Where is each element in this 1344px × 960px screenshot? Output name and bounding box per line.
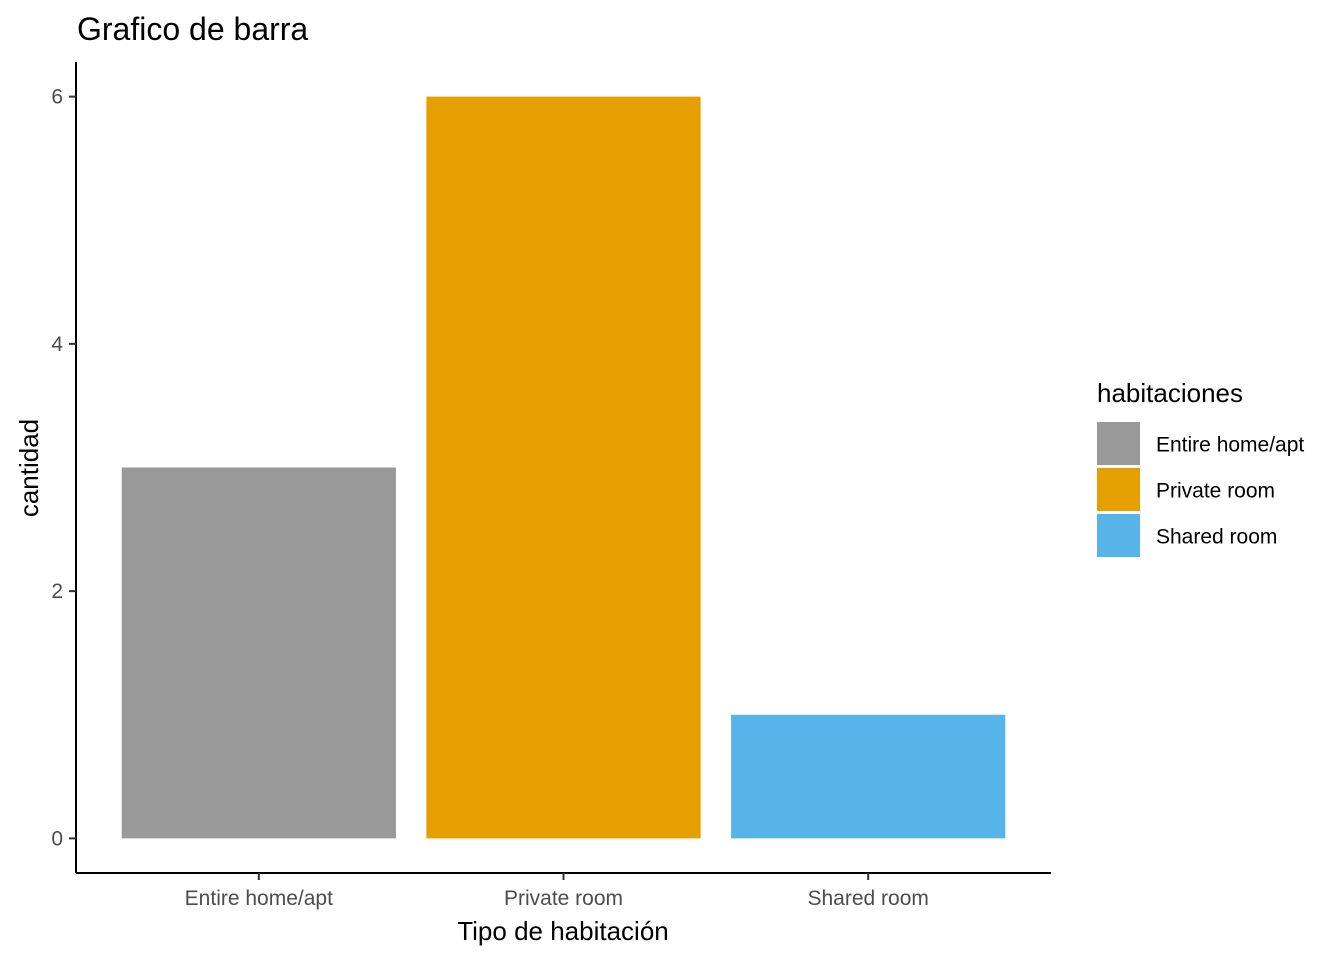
legend-swatch-shared-room (1097, 514, 1140, 557)
legend-label-shared-room: Shared room (1156, 526, 1277, 549)
legend-swatch-private-room (1097, 468, 1140, 511)
y-ticks-group: 0 2 4 6 (51, 86, 76, 850)
bar-entire-home-apt (121, 467, 396, 839)
x-ticks-group: Entire home/apt Private room Shared room (185, 873, 929, 910)
bar-private-room (426, 96, 701, 839)
bars-group (121, 96, 1006, 839)
legend-label-entire-home-apt: Entire home/apt (1156, 434, 1304, 457)
legend-swatch-entire-home-apt (1097, 422, 1140, 465)
chart-title: Grafico de barra (77, 11, 308, 47)
y-tick-label-0: 0 (51, 827, 63, 850)
legend-entries: Entire home/apt Private room Shared room (1097, 422, 1304, 557)
x-tick-label-private-room: Private room (504, 887, 623, 910)
y-tick-label-2: 2 (51, 580, 63, 603)
legend-label-private-room: Private room (1156, 480, 1275, 503)
x-tick-label-entire-home-apt: Entire home/apt (185, 887, 333, 910)
legend-title: habitaciones (1097, 378, 1243, 408)
y-axis-title: cantidad (14, 419, 44, 517)
x-tick-label-shared-room: Shared room (807, 887, 928, 910)
y-tick-label-4: 4 (51, 333, 63, 356)
legend: habitaciones Entire home/apt Private room… (1097, 378, 1304, 557)
x-axis-title: Tipo de habitación (457, 916, 669, 946)
y-tick-label-6: 6 (51, 86, 63, 109)
bar-shared-room (731, 714, 1006, 839)
